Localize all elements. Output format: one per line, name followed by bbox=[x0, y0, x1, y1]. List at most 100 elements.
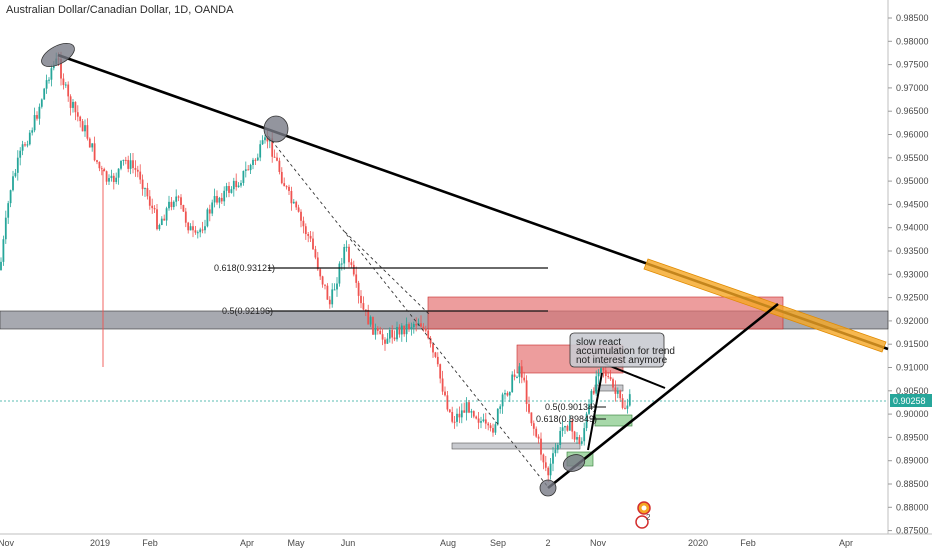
candle-body bbox=[132, 160, 134, 168]
candle-body bbox=[448, 409, 451, 412]
candle-body bbox=[93, 143, 96, 161]
event-icon-earnings[interactable]: 2 bbox=[635, 513, 651, 529]
candle-body bbox=[578, 437, 581, 444]
candle-body bbox=[501, 394, 504, 407]
candle-body bbox=[316, 257, 319, 270]
candle-body bbox=[276, 157, 278, 161]
event-icon-dividend[interactable] bbox=[637, 501, 651, 515]
candle-body bbox=[369, 316, 372, 325]
candle-body bbox=[127, 159, 130, 169]
candle-body bbox=[530, 412, 533, 424]
candle-body bbox=[278, 160, 281, 172]
candle-body bbox=[261, 140, 264, 145]
time-tick-label: Feb bbox=[142, 538, 158, 548]
candle-body bbox=[172, 201, 175, 208]
candle-body bbox=[225, 186, 228, 191]
candle-body bbox=[376, 328, 379, 331]
candle-body bbox=[559, 430, 562, 446]
candle-body bbox=[129, 160, 132, 169]
candle-body bbox=[604, 370, 607, 377]
rising-trendline-main bbox=[547, 302, 779, 490]
candle-body bbox=[460, 410, 463, 418]
candle-body bbox=[100, 168, 103, 170]
candle-body bbox=[110, 175, 113, 179]
candle-body bbox=[607, 376, 610, 378]
candle-body bbox=[403, 325, 406, 335]
candle-body bbox=[199, 229, 202, 233]
candle-body bbox=[21, 144, 24, 151]
candle-body bbox=[33, 115, 36, 131]
candle-body bbox=[410, 327, 413, 330]
candle-body bbox=[14, 172, 17, 177]
fib-label-05-upper: 0.5(0.92196) bbox=[222, 306, 273, 316]
candle-body bbox=[196, 232, 199, 234]
time-tick-label: 2019 bbox=[90, 538, 110, 548]
price-tick-label: 0.94000 bbox=[896, 223, 929, 233]
candle-body bbox=[463, 410, 466, 413]
candle-body bbox=[36, 115, 38, 119]
candle-body bbox=[496, 408, 499, 425]
candle-body bbox=[38, 106, 41, 119]
candle-body bbox=[67, 84, 70, 97]
supply-zone-large bbox=[427, 296, 784, 330]
price-tick-label: 0.89000 bbox=[896, 456, 929, 466]
candle-body bbox=[314, 249, 317, 258]
candle-body bbox=[523, 377, 526, 381]
candle-body bbox=[520, 366, 523, 378]
candle-body bbox=[240, 182, 242, 186]
candle-body bbox=[60, 59, 62, 79]
candle-body bbox=[180, 197, 182, 206]
candle-body bbox=[259, 144, 262, 158]
candle-body bbox=[432, 343, 434, 353]
trendline-highlight bbox=[643, 258, 887, 353]
candle-body bbox=[487, 423, 490, 426]
candle-body bbox=[336, 283, 338, 290]
candle-body bbox=[158, 225, 161, 230]
candle-body bbox=[532, 423, 535, 429]
candle-body bbox=[528, 404, 530, 413]
candle-body bbox=[7, 203, 10, 218]
candle-body bbox=[343, 246, 346, 264]
current-price-label: 0.90258 bbox=[893, 396, 926, 406]
candle-body bbox=[79, 116, 82, 122]
candle-body bbox=[367, 310, 370, 325]
candle-body bbox=[304, 226, 307, 235]
candle-body bbox=[424, 328, 427, 331]
candle-body bbox=[9, 190, 12, 204]
candle-body bbox=[213, 196, 216, 203]
candle-body bbox=[415, 323, 418, 326]
candle-body bbox=[412, 323, 415, 328]
candle-body bbox=[571, 421, 574, 432]
price-tick-label: 0.92500 bbox=[896, 293, 929, 303]
candle-body bbox=[595, 376, 598, 394]
candle-body bbox=[216, 196, 218, 203]
candle-body bbox=[112, 175, 115, 183]
candle-body bbox=[465, 402, 468, 413]
annotation-box[interactable] bbox=[569, 332, 665, 368]
candle-body bbox=[372, 316, 374, 335]
candle-body bbox=[568, 421, 571, 431]
candle-body bbox=[321, 276, 324, 285]
swing-low-marker-1 bbox=[539, 479, 557, 497]
candle-body bbox=[64, 84, 67, 86]
candle-body bbox=[441, 378, 444, 392]
candle-body bbox=[624, 407, 626, 409]
price-tick-label: 0.93000 bbox=[896, 269, 929, 279]
candle-body bbox=[0, 261, 2, 270]
candle-body bbox=[597, 372, 600, 377]
price-tick-label: 0.93500 bbox=[896, 246, 929, 256]
candle-body bbox=[295, 201, 298, 208]
candle-body bbox=[564, 426, 566, 428]
fib-label-05-lower: 0.5(0.90134) bbox=[545, 402, 596, 412]
candle-body bbox=[170, 201, 173, 208]
candle-body bbox=[184, 211, 187, 223]
current-price-tag bbox=[890, 394, 932, 407]
candle-body bbox=[201, 229, 204, 231]
candle-body bbox=[292, 201, 295, 204]
candle-body bbox=[456, 413, 458, 422]
annotation-line-3: not interest anymore bbox=[576, 355, 668, 366]
candle-body bbox=[256, 157, 259, 161]
candle-body bbox=[117, 168, 120, 178]
candle-body bbox=[357, 282, 360, 296]
